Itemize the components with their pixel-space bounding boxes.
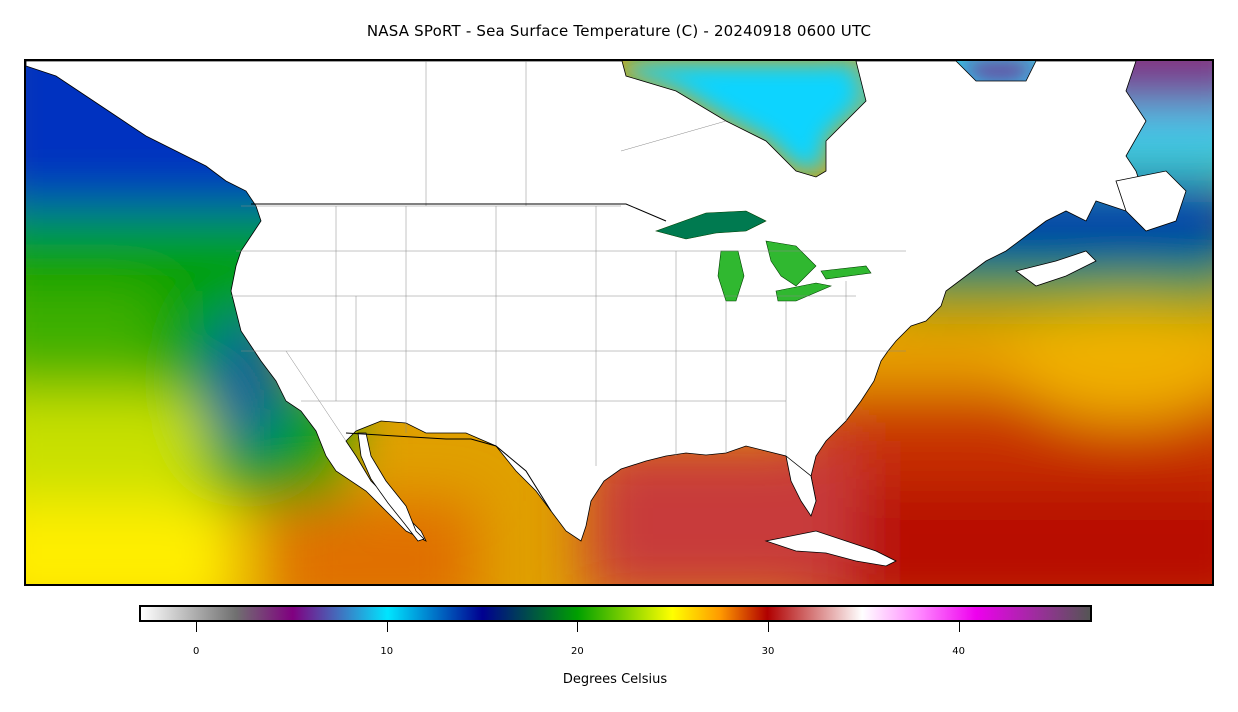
colorbar-tick	[767, 622, 769, 632]
map-title: NASA SPoRT - Sea Surface Temperature (C)…	[366, 22, 872, 40]
great-lakes	[654, 210, 872, 302]
sst-map-canvas	[26, 61, 1212, 584]
hudson-bay	[622, 61, 1036, 171]
state-borders	[231, 61, 906, 466]
colorbar-tick	[958, 622, 960, 632]
land	[26, 61, 1187, 567]
country-borders	[251, 203, 667, 512]
colorbar-tick	[577, 622, 579, 632]
colorbar-tick-label: 0	[192, 646, 200, 657]
colorbar-tick-label: 40	[952, 646, 965, 657]
colorbar-tick	[386, 622, 388, 632]
colorbar-tick-label: 10	[380, 646, 394, 657]
colorbar-tick-label: 20	[571, 646, 584, 657]
colorbar-tick	[196, 622, 198, 632]
colorbar-label: Degrees Celsius	[562, 672, 668, 687]
colorbar	[139, 605, 1092, 622]
colorbar-tick-label: 30	[761, 646, 775, 657]
sst-map	[24, 59, 1214, 586]
